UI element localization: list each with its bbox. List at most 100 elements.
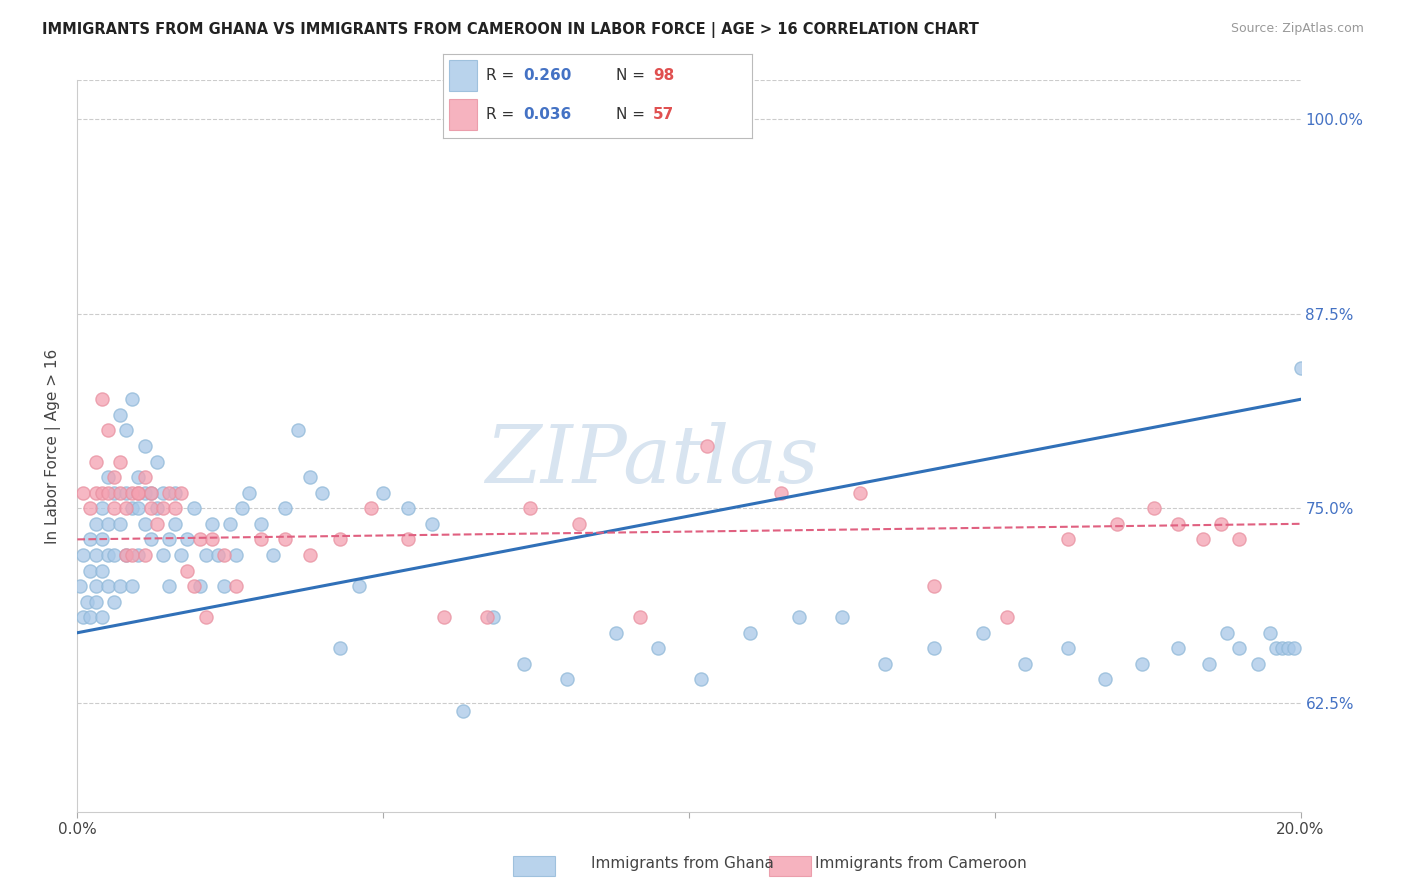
Point xyxy=(90,564,112,578)
Point xyxy=(1247,657,1270,671)
Point xyxy=(1271,641,1294,656)
Point xyxy=(1143,501,1166,516)
Point xyxy=(134,485,156,500)
Point xyxy=(115,548,138,562)
Point xyxy=(176,564,198,578)
Point xyxy=(79,501,101,516)
Text: R =: R = xyxy=(486,107,519,122)
Point xyxy=(250,533,273,547)
Text: N =: N = xyxy=(616,107,650,122)
Text: R =: R = xyxy=(486,68,519,83)
Text: 98: 98 xyxy=(654,68,675,83)
Point xyxy=(787,610,810,624)
Point xyxy=(90,610,112,624)
Point xyxy=(740,625,762,640)
Point xyxy=(84,594,107,608)
Point xyxy=(360,501,382,516)
Point xyxy=(108,516,131,531)
Bar xyxy=(449,99,477,130)
Point xyxy=(1229,641,1251,656)
Point xyxy=(103,470,125,484)
Point xyxy=(212,579,235,593)
Point xyxy=(225,579,247,593)
Point xyxy=(139,485,162,500)
Point xyxy=(1191,533,1213,547)
Point xyxy=(225,548,247,562)
Point xyxy=(115,485,138,500)
Point xyxy=(90,533,112,547)
Point xyxy=(84,485,107,500)
Point xyxy=(134,439,156,453)
Point xyxy=(115,424,138,438)
Point xyxy=(298,548,321,562)
Point xyxy=(690,673,713,687)
Point xyxy=(134,470,156,484)
Point xyxy=(146,454,169,468)
Point xyxy=(152,501,174,516)
Point xyxy=(128,485,150,500)
Point xyxy=(72,610,94,624)
Point xyxy=(121,392,143,407)
Point xyxy=(139,533,162,547)
Point xyxy=(1229,533,1251,547)
Point xyxy=(1167,641,1189,656)
Point xyxy=(628,610,651,624)
Point xyxy=(201,533,224,547)
Point xyxy=(238,485,260,500)
Point xyxy=(995,610,1018,624)
Point xyxy=(97,579,120,593)
Point xyxy=(97,516,120,531)
Point xyxy=(188,533,211,547)
Point xyxy=(1265,641,1288,656)
Point xyxy=(72,548,94,562)
Point xyxy=(188,579,211,593)
Point xyxy=(433,610,456,624)
Point xyxy=(165,501,187,516)
Point xyxy=(329,533,352,547)
Point xyxy=(183,501,205,516)
Point xyxy=(97,470,120,484)
Y-axis label: In Labor Force | Age > 16: In Labor Force | Age > 16 xyxy=(45,349,62,543)
Point xyxy=(605,625,627,640)
Point xyxy=(972,625,994,640)
Point xyxy=(103,501,125,516)
Point xyxy=(1277,641,1299,656)
Text: Immigrants from Ghana: Immigrants from Ghana xyxy=(591,856,773,871)
Point xyxy=(519,501,541,516)
Point xyxy=(329,641,352,656)
Point xyxy=(90,501,112,516)
Point xyxy=(103,594,125,608)
Point xyxy=(287,424,309,438)
Point xyxy=(201,516,224,531)
Point xyxy=(115,548,138,562)
Point xyxy=(1057,533,1080,547)
Text: 57: 57 xyxy=(654,107,675,122)
Point xyxy=(555,673,578,687)
Point xyxy=(1258,625,1281,640)
Point xyxy=(176,533,198,547)
Point xyxy=(1094,673,1116,687)
Point xyxy=(298,470,321,484)
Point xyxy=(121,548,143,562)
Point xyxy=(922,579,945,593)
Point xyxy=(157,485,180,500)
Text: Source: ZipAtlas.com: Source: ZipAtlas.com xyxy=(1230,22,1364,36)
Point xyxy=(513,657,536,671)
Point xyxy=(250,516,273,531)
Point xyxy=(108,485,131,500)
Point xyxy=(396,501,419,516)
Point xyxy=(108,579,131,593)
Point xyxy=(139,485,162,500)
Point xyxy=(1209,516,1232,531)
Point xyxy=(849,485,872,500)
Point xyxy=(696,439,718,453)
Point xyxy=(482,610,505,624)
Point xyxy=(157,579,180,593)
Point xyxy=(219,516,242,531)
Point xyxy=(396,533,419,547)
Point xyxy=(831,610,853,624)
Point xyxy=(84,548,107,562)
Point xyxy=(1107,516,1129,531)
Point xyxy=(647,641,669,656)
Point xyxy=(139,501,162,516)
